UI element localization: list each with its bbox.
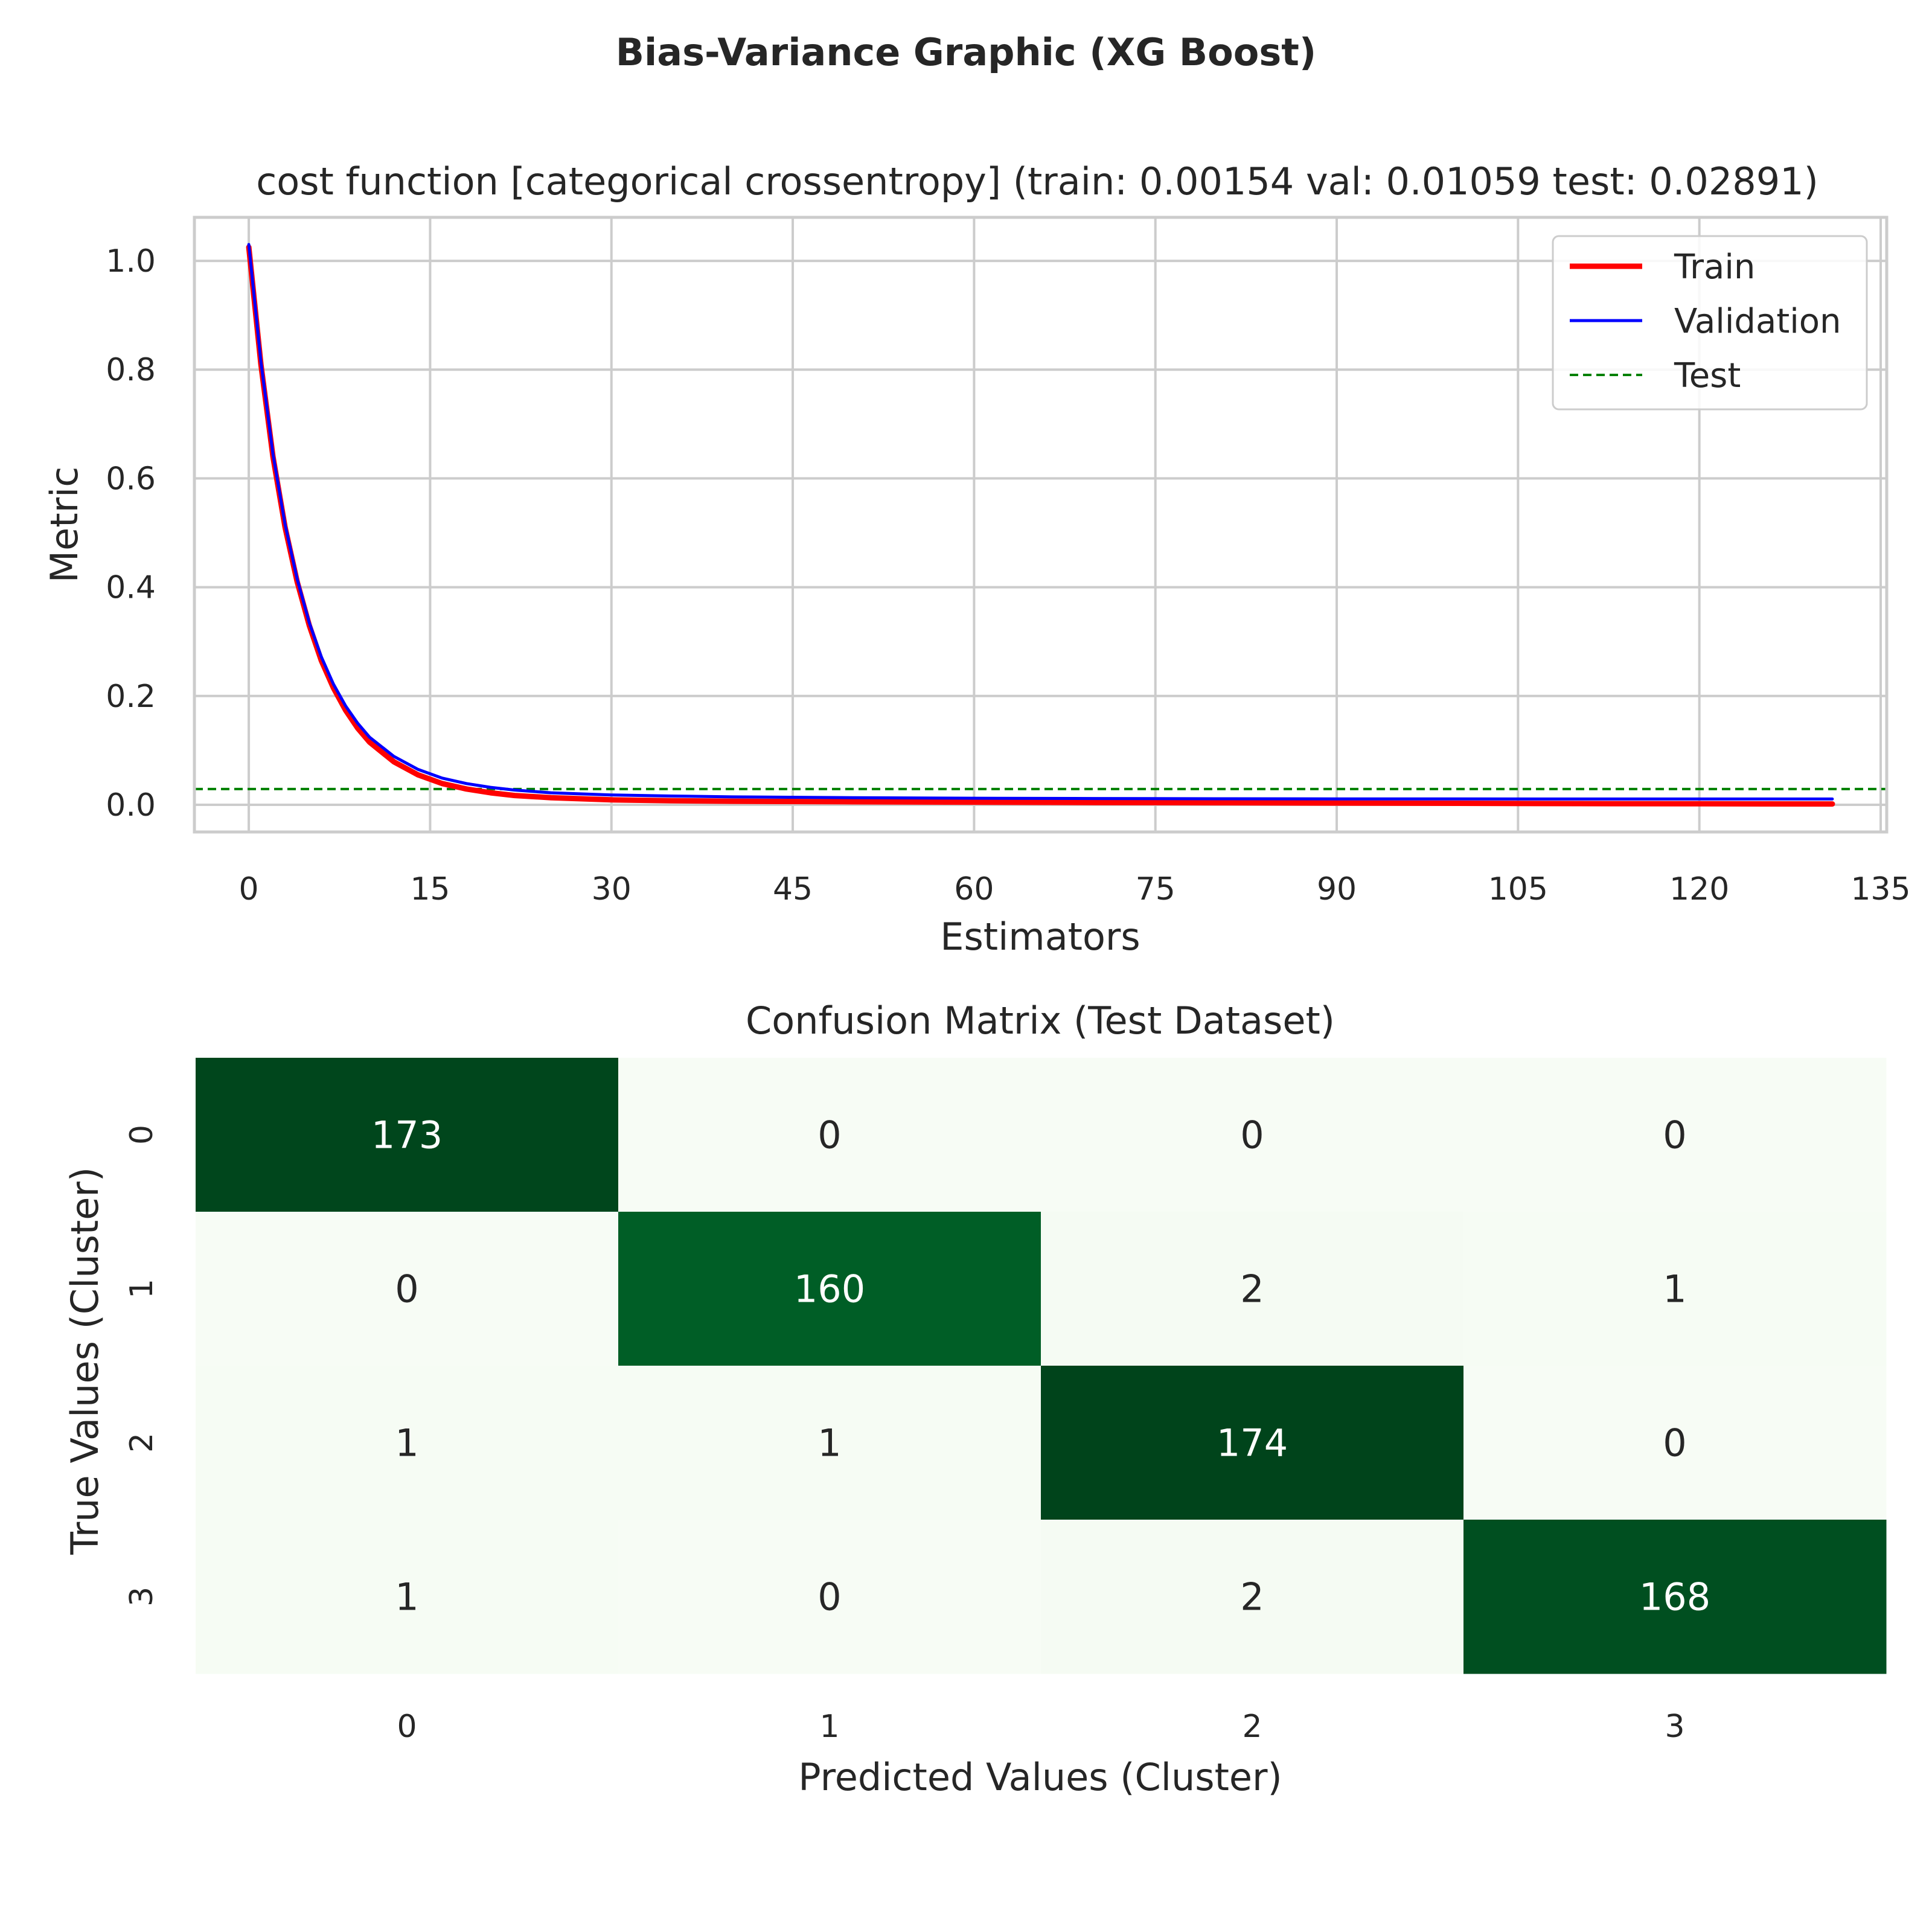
heatmap-x-axis-label: Predicted Values (Cluster): [798, 1755, 1282, 1799]
x-tick-label: 135: [1850, 871, 1910, 907]
line-plot-frame: [193, 216, 1889, 834]
x-axis-label: Estimators: [940, 915, 1140, 959]
heatmap-cell-value: 1: [817, 1421, 841, 1465]
heatmap-cell: [1463, 1366, 1887, 1520]
y-tick-label: 0.0: [106, 787, 156, 824]
heatmap-cell-value: 2: [1240, 1575, 1264, 1619]
heatmap-cell: [618, 1212, 1041, 1366]
heatmap-y-axis-label: True Values (Cluster): [63, 1167, 107, 1555]
line-chart-title: cost function [categorical crossentropy]…: [256, 159, 1818, 203]
heatmap-cell: [1463, 1058, 1887, 1212]
heatmap-cell-value: 160: [794, 1267, 865, 1311]
heatmap-cell-value: 1: [1663, 1267, 1686, 1311]
heatmap-cell-value: 0: [817, 1113, 841, 1157]
legend: Train Validation Test: [1552, 235, 1868, 411]
x-tick-label: 15: [410, 871, 450, 907]
y-tick-labels: 0.0 0.2 0.4 0.6 0.8 1.0: [106, 243, 156, 824]
y-tick-label: 0.4: [106, 570, 156, 606]
heatmap-x-tick-label: 3: [1665, 1709, 1684, 1745]
cost-function-chart: cost function [categorical crossentropy]…: [42, 159, 1911, 959]
heatmap-y-tick-label: 2: [124, 1433, 160, 1453]
heatmap-cells: 173 0 0 0 0 160 2 1 1 1 174 0 1 0 2 168: [196, 1058, 1887, 1674]
legend-box: [1552, 235, 1868, 411]
line-series-group: [194, 243, 1887, 807]
x-tick-label: 120: [1669, 871, 1729, 907]
heatmap-x-tick-label: 0: [397, 1709, 417, 1745]
heatmap-cell: [1463, 1212, 1887, 1366]
heatmap-title: Confusion Matrix (Test Dataset): [746, 999, 1335, 1043]
heatmap-cell: [1041, 1212, 1464, 1366]
heatmap-cell: [1041, 1058, 1464, 1212]
heatmap-cell-value: 0: [395, 1267, 418, 1311]
heatmap-cell: [1041, 1520, 1464, 1674]
legend-label-train: Train: [1674, 248, 1755, 287]
series-validation-line: [247, 243, 1834, 801]
x-tick-label: 75: [1136, 871, 1176, 907]
x-tick-label: 105: [1488, 871, 1548, 907]
figure-title: Bias-Variance Graphic (XG Boost): [616, 30, 1316, 74]
heatmap-cell: [196, 1366, 619, 1520]
heatmap-cell-value: 174: [1217, 1421, 1288, 1465]
y-tick-label: 0.6: [106, 461, 156, 497]
confusion-matrix-chart: Confusion Matrix (Test Dataset) 173 0 0 00 1…: [63, 999, 1887, 1799]
heatmap-cell-value: 1: [395, 1575, 418, 1619]
heatmap-y-tick-label: 0: [124, 1125, 160, 1145]
heatmap-cell: [1041, 1366, 1464, 1520]
x-tick-label: 45: [773, 871, 813, 907]
y-tick-label: 0.8: [106, 352, 156, 388]
heatmap-cell-value: 0: [1663, 1113, 1686, 1157]
y-tick-label: 0.2: [106, 679, 156, 715]
heatmap-y-tick-label: 3: [124, 1587, 160, 1607]
heatmap-cell: [196, 1212, 619, 1366]
heatmap-cell: [618, 1058, 1041, 1212]
heatmap-x-tick-labels: 0 1 2 3: [397, 1709, 1684, 1745]
legend-label-test: Test: [1674, 356, 1741, 395]
heatmap-x-tick-label: 1: [819, 1709, 839, 1745]
heatmap-cell: [618, 1366, 1041, 1520]
heatmap-x-tick-label: 2: [1242, 1709, 1262, 1745]
heatmap-cell-value: 1: [395, 1421, 418, 1465]
legend-label-validation: Validation: [1674, 302, 1841, 341]
heatmap-cell-value: 0: [817, 1575, 841, 1619]
x-tick-label: 0: [239, 871, 259, 907]
heatmap-cell: [196, 1520, 619, 1674]
heatmap-cell: [1463, 1520, 1887, 1674]
x-tick-label: 30: [592, 871, 632, 907]
y-tick-label: 1.0: [106, 243, 156, 280]
heatmap-y-tick-label: 1: [124, 1279, 160, 1299]
heatmap-cell-value: 168: [1639, 1575, 1710, 1619]
x-tick-label: 60: [954, 871, 994, 907]
heatmap-cell-value: 173: [371, 1113, 443, 1157]
heatmap-cell: [196, 1058, 619, 1212]
heatmap-cell-value: 2: [1240, 1267, 1264, 1311]
heatmap-cell-value: 0: [1663, 1421, 1686, 1465]
heatmap-cell: [618, 1520, 1041, 1674]
line-grid: [194, 217, 1887, 832]
x-tick-label: 90: [1317, 871, 1357, 907]
heatmap-y-tick-labels: 0 1 2 3: [124, 1125, 160, 1607]
y-axis-label: Metric: [42, 467, 86, 583]
heatmap-cell-value: 0: [1240, 1113, 1264, 1157]
x-tick-labels: 0 15 30 45 60 75 90 105 120 135: [239, 871, 1911, 907]
